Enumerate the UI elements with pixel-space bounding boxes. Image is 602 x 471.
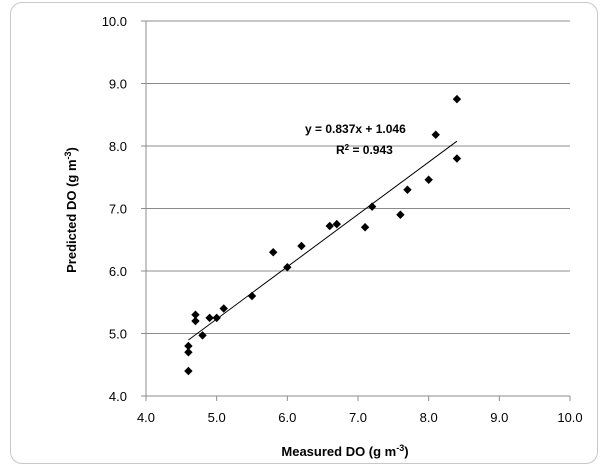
axes xyxy=(141,20,571,401)
data-point xyxy=(403,185,412,194)
data-point xyxy=(269,248,278,257)
y-tick-label: 5.0 xyxy=(109,327,127,342)
x-tick-label: 8.0 xyxy=(420,410,438,425)
y-axis-title: Predicted DO (g m-3) xyxy=(63,147,79,273)
data-point xyxy=(452,154,462,163)
data-point xyxy=(198,331,207,340)
y-tick-label: 6.0 xyxy=(109,264,127,279)
data-point xyxy=(205,313,214,323)
data-point xyxy=(212,313,221,323)
y-tick-label: 10.0 xyxy=(102,14,127,29)
x-tick-label: 5.0 xyxy=(208,410,226,425)
data-point xyxy=(283,263,292,272)
data-point xyxy=(184,341,193,351)
trendline-equation: y = 0.837x + 1.046 xyxy=(305,122,406,136)
chart-frame xyxy=(10,2,598,464)
data-point xyxy=(184,366,193,376)
data-points xyxy=(184,94,462,376)
data-point xyxy=(396,210,405,219)
x-tick-label: 9.0 xyxy=(490,410,508,425)
data-point xyxy=(191,316,200,326)
data-point xyxy=(325,221,334,231)
x-tick-label: 4.0 xyxy=(137,410,155,425)
data-point xyxy=(297,241,306,251)
linear-trendline xyxy=(188,140,458,341)
x-axis-title: Measured DO (g m-3) xyxy=(281,443,408,459)
y-tick-label: 4.0 xyxy=(109,389,127,404)
data-point xyxy=(360,223,370,232)
data-point xyxy=(247,291,257,301)
data-point xyxy=(367,202,377,211)
y-tick-label: 7.0 xyxy=(109,202,127,217)
data-point xyxy=(184,348,193,357)
data-point xyxy=(424,175,433,184)
data-point xyxy=(219,304,228,313)
x-tick-label: 10.0 xyxy=(557,410,582,425)
data-point xyxy=(431,130,440,139)
y-tick-label: 8.0 xyxy=(109,139,127,154)
r-squared-label: R2 = 0.943 xyxy=(336,143,393,158)
data-point xyxy=(452,94,462,104)
trendline xyxy=(188,140,458,341)
data-point xyxy=(332,219,341,229)
gridlines xyxy=(146,20,570,334)
y-tick-label: 9.0 xyxy=(109,77,127,92)
tick-labels: 4.0 5.0 6.0 7.0 8.0 9.0 10.0 4.0 5.0 6.0 7.0 8.0 9.0… xyxy=(102,14,583,425)
data-point xyxy=(191,310,200,319)
x-tick-label: 6.0 xyxy=(278,410,296,425)
x-tick-label: 7.0 xyxy=(349,410,367,425)
